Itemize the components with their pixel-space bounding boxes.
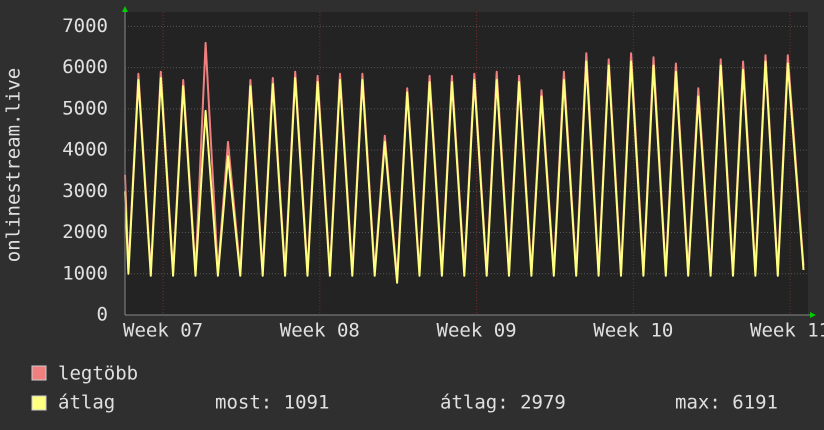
x-tick-label: Week 10 xyxy=(593,320,673,342)
legend-label: legtöbb xyxy=(58,363,138,385)
y-axis-label: onlinestream.live xyxy=(3,68,25,262)
y-tick-label: 3000 xyxy=(62,180,108,202)
stat: max: 6191 xyxy=(675,392,778,414)
y-tick-label: 5000 xyxy=(62,97,108,119)
axis-arrow xyxy=(122,6,128,12)
y-tick-label: 4000 xyxy=(62,139,108,161)
series-line xyxy=(124,60,805,284)
x-tick-label: Week 11 xyxy=(750,320,824,342)
x-tick-label: Week 09 xyxy=(437,320,517,342)
stat: most: 1091 xyxy=(215,392,329,414)
y-tick-label: 2000 xyxy=(62,221,108,243)
y-tick-label: 6000 xyxy=(62,56,108,78)
stat: átlag: 2979 xyxy=(440,392,566,414)
legend-swatch xyxy=(31,365,47,381)
x-tick-label: Week 08 xyxy=(280,320,360,342)
axis-arrow xyxy=(810,312,816,318)
legend-label: átlag xyxy=(58,392,115,414)
y-tick-label: 0 xyxy=(97,304,108,326)
y-tick-label: 1000 xyxy=(62,262,108,284)
x-tick-label: Week 07 xyxy=(123,320,203,342)
y-tick-label: 7000 xyxy=(62,15,108,37)
legend-swatch xyxy=(31,395,47,411)
